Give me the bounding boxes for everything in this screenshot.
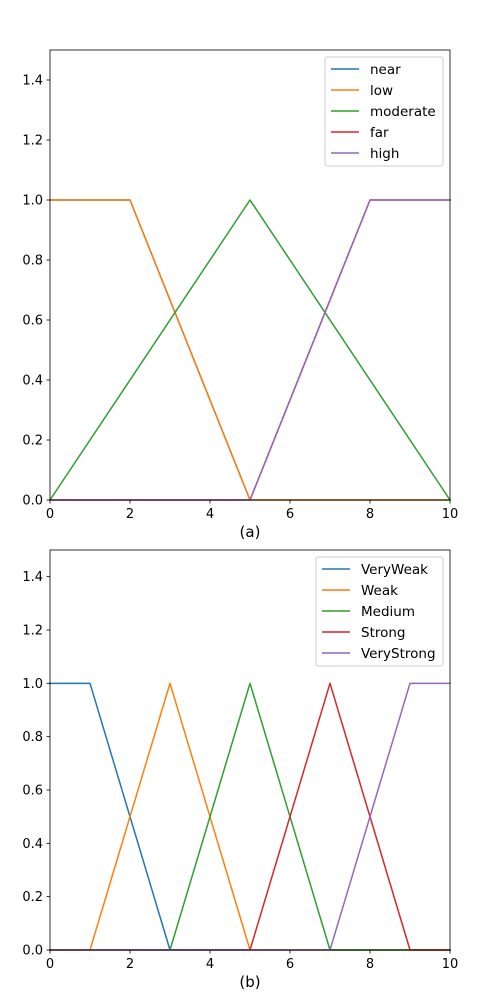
plot-frame xyxy=(49,49,451,501)
x-tick-label: 10 xyxy=(442,957,459,972)
y-tick-label: 0.2 xyxy=(22,434,43,449)
plot-frame xyxy=(49,549,451,951)
legend-label-veryweak: VeryWeak xyxy=(361,562,428,578)
legend-label-weak: Weak xyxy=(361,583,398,599)
legend-label-moderate: moderate xyxy=(370,104,436,120)
legend-label-strong: Strong xyxy=(361,625,406,641)
y-tick-label: 1.0 xyxy=(22,677,43,692)
series-line-weak xyxy=(49,682,451,951)
subfigure-caption: (a) xyxy=(240,523,261,541)
x-tick-label: 0 xyxy=(46,507,54,522)
legend-label-low: low xyxy=(370,83,393,99)
x-tick-label: 8 xyxy=(366,957,374,972)
y-tick-label: 0.8 xyxy=(22,730,43,745)
series-line-low xyxy=(49,199,451,501)
subfigure-caption: (b) xyxy=(239,973,260,991)
series-line-far xyxy=(49,199,451,501)
legend-label-far: far xyxy=(370,125,389,141)
y-tick-label: 0.0 xyxy=(22,494,43,509)
y-tick-label: 0.6 xyxy=(22,784,43,799)
x-tick-label: 6 xyxy=(286,507,294,522)
legend-label-medium: Medium xyxy=(361,604,415,620)
x-tick-label: 2 xyxy=(126,507,134,522)
chart-panel-2: 0 2 4 6 8 10 0.0 0.2 0.4 0.6 0.8 1.0 1.2 1.4 VeryWeak W… xyxy=(22,549,459,991)
legend: VeryWeak Weak Medium Strong VeryStrong xyxy=(315,556,444,667)
y-tick-label: 1.4 xyxy=(22,74,43,89)
series-line-strong xyxy=(49,682,451,951)
series-line-high xyxy=(49,199,451,501)
x-tick-label: 2 xyxy=(126,957,134,972)
x-tick-label: 4 xyxy=(206,957,214,972)
x-tick-label: 4 xyxy=(206,507,214,522)
x-tick-label: 8 xyxy=(366,507,374,522)
series-line-veryweak xyxy=(49,682,451,951)
legend: near low moderate far high xyxy=(324,56,444,167)
y-tick-label: 0.4 xyxy=(22,374,43,389)
legend-box xyxy=(315,556,444,667)
chart-panel-1: 0 2 4 6 8 10 0.0 0.2 0.4 0.6 0.8 1.0 1.2 1.4 near low mo… xyxy=(22,49,459,541)
y-tick-label: 0.4 xyxy=(22,837,43,852)
legend-box xyxy=(324,56,444,167)
x-tick-label: 6 xyxy=(286,957,294,972)
legend-label-verystrong: VeryStrong xyxy=(361,646,436,662)
legend-label-high: high xyxy=(370,146,399,162)
y-tick-label: 0.8 xyxy=(22,254,43,269)
series-line-near xyxy=(49,199,451,501)
series-line-medium xyxy=(49,682,451,951)
legend-label-near: near xyxy=(370,62,401,78)
y-tick-label: 0.2 xyxy=(22,890,43,905)
y-tick-label: 1.2 xyxy=(22,134,43,149)
x-tick-label: 0 xyxy=(46,957,54,972)
x-tick-label: 10 xyxy=(442,507,459,522)
y-tick-label: 1.2 xyxy=(22,624,43,639)
y-tick-label: 0.6 xyxy=(22,314,43,329)
y-tick-label: 1.0 xyxy=(22,194,43,209)
y-tick-label: 1.4 xyxy=(22,570,43,585)
series-line-verystrong xyxy=(49,682,451,951)
series-line-moderate xyxy=(48,199,452,502)
y-tick-label: 0.0 xyxy=(22,944,43,959)
